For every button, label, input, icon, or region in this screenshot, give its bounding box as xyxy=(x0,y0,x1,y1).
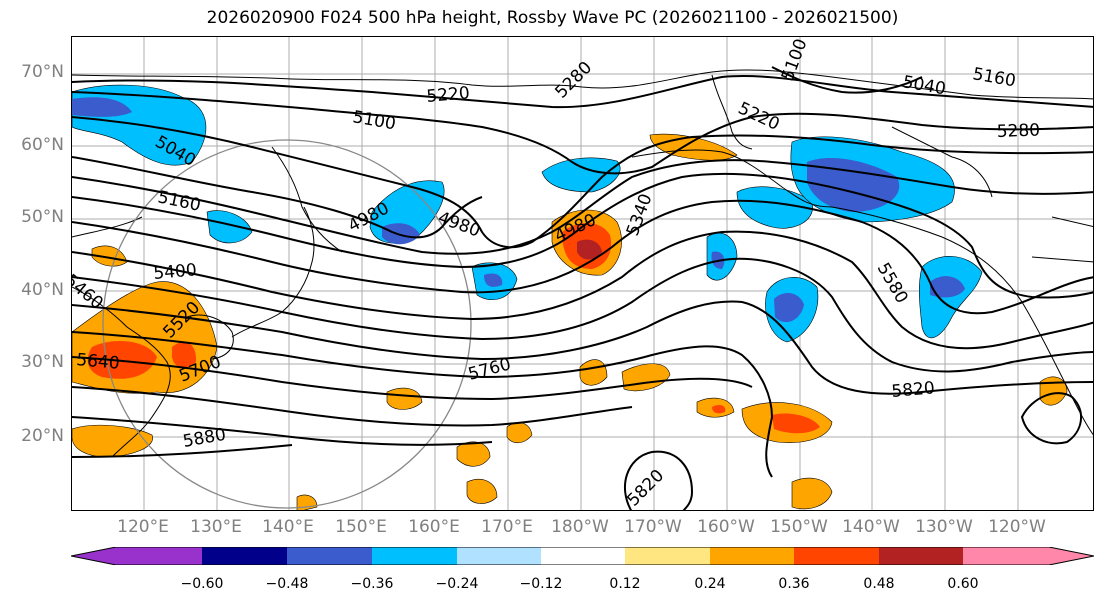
lon-label-140e: 140°E xyxy=(262,517,314,537)
colorbar-extend-low xyxy=(71,547,116,565)
lon-label-180w: 180°W xyxy=(551,517,609,537)
lon-label-120w: 120°W xyxy=(988,517,1046,537)
colorbar-segment xyxy=(202,547,287,565)
contour-label: 5640 xyxy=(76,350,121,374)
colorbar-tick: −0.48 xyxy=(265,576,309,592)
lon-label-140w: 140°W xyxy=(842,517,900,537)
colorbar-tick: 0.48 xyxy=(863,576,895,592)
contour-label: 5580 xyxy=(873,260,912,307)
colorbar-segment xyxy=(963,547,1049,565)
coastlines xyxy=(72,69,1093,458)
colorbar-tick: 0.36 xyxy=(778,576,810,592)
contour-label: 5400 xyxy=(153,260,198,284)
contour-label: 5820 xyxy=(623,466,668,511)
contour-label: 5820 xyxy=(891,378,936,402)
contour-label: 4980 xyxy=(435,208,482,242)
lat-label-70n: 70°N xyxy=(21,62,64,82)
lon-label-150e: 150°E xyxy=(335,517,387,537)
colorbar-segment xyxy=(116,547,202,565)
contour-label: 5220 xyxy=(426,83,471,107)
colorbar-segment xyxy=(541,547,625,565)
colorbar-segment xyxy=(879,547,963,565)
map-panel: 4980 4980 4980 5040 5040 5100 5100 5160 … xyxy=(71,36,1094,511)
lon-label-160e: 160°E xyxy=(408,517,460,537)
lon-label-160w: 160°W xyxy=(697,517,755,537)
negative-anomaly-shading xyxy=(72,84,983,343)
colorbar xyxy=(71,547,1094,565)
colorbar-segment xyxy=(287,547,372,565)
colorbar-segment xyxy=(710,547,794,565)
map-svg: 4980 4980 4980 5040 5040 5100 5100 5160 … xyxy=(72,37,1093,511)
colorbar-tick: 0.12 xyxy=(609,576,641,592)
lon-label-130w: 130°W xyxy=(915,517,973,537)
contour-label: 5040 xyxy=(901,72,947,99)
contour-label: 5100 xyxy=(778,37,812,84)
contour-label: 5880 xyxy=(181,425,227,452)
height-contours xyxy=(72,66,1093,510)
contour-label: 5280 xyxy=(551,58,596,103)
lat-label-30n: 30°N xyxy=(21,352,64,372)
lat-label-20n: 20°N xyxy=(21,426,64,446)
map-title: 2026020900 F024 500 hPa height, Rossby W… xyxy=(206,8,899,28)
lon-label-150w: 150°W xyxy=(770,517,828,537)
colorbar-extend-high xyxy=(1049,547,1094,565)
lon-label-120e: 120°E xyxy=(117,517,169,537)
lat-label-60n: 60°N xyxy=(21,135,64,155)
contour-label: 5100 xyxy=(351,107,397,134)
colorbar-tick: −0.36 xyxy=(350,576,394,592)
lon-label-130e: 130°E xyxy=(190,517,242,537)
lat-label-50n: 50°N xyxy=(21,207,64,227)
colorbar-segment xyxy=(372,547,457,565)
lat-label-40n: 40°N xyxy=(21,280,64,300)
colorbar-tick: 0.24 xyxy=(694,576,726,592)
colorbar-tick: −0.60 xyxy=(180,576,224,592)
colorbar-tick: −0.24 xyxy=(435,576,479,592)
colorbar-segment xyxy=(457,547,541,565)
contour-label: 5220 xyxy=(735,98,783,134)
colorbar-tick: 0.60 xyxy=(947,576,979,592)
range-circle xyxy=(102,139,472,509)
colorbar-segment xyxy=(794,547,879,565)
colorbar-tick: −0.12 xyxy=(519,576,563,592)
lon-label-170e: 170°E xyxy=(481,517,533,537)
colorbar-segment xyxy=(625,547,710,565)
contour-label: 5280 xyxy=(996,120,1040,141)
lon-label-170w: 170°W xyxy=(624,517,682,537)
contour-label: 5160 xyxy=(971,64,1017,91)
